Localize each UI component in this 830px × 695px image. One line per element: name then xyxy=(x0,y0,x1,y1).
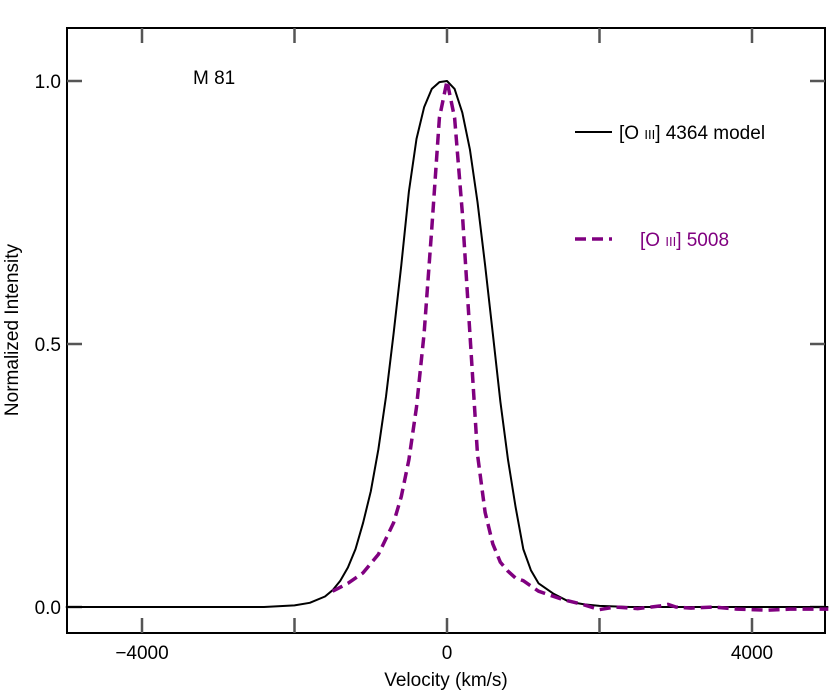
y-tick-labels: 0.0 0.5 1.0 xyxy=(35,72,61,619)
x-tick-label: −4000 xyxy=(115,643,168,664)
series-line-observed xyxy=(331,79,829,612)
object-annotation: M 81 xyxy=(193,68,235,89)
x-tick-labels: −4000 0 4000 xyxy=(115,643,773,664)
series-layer xyxy=(65,79,829,612)
series-line-model xyxy=(65,80,829,608)
plot-frame xyxy=(66,27,826,634)
y-tick-label: 0.0 xyxy=(35,598,61,619)
legend: [O III] 4364 model [O III] 5008 xyxy=(575,123,765,251)
axis-ticks xyxy=(67,28,825,633)
y-tick-label: 1.0 xyxy=(35,72,61,93)
x-tick-label: 0 xyxy=(442,643,453,664)
y-tick-label: 0.5 xyxy=(35,335,61,356)
x-tick-label: 4000 xyxy=(731,643,773,664)
legend-label-model: [O III] 4364 model xyxy=(619,123,765,144)
legend-label-observed: [O III] 5008 xyxy=(640,230,729,251)
x-axis-title: Velocity (km/s) xyxy=(384,670,508,691)
y-axis-title: Normalized Intensity xyxy=(2,243,23,416)
